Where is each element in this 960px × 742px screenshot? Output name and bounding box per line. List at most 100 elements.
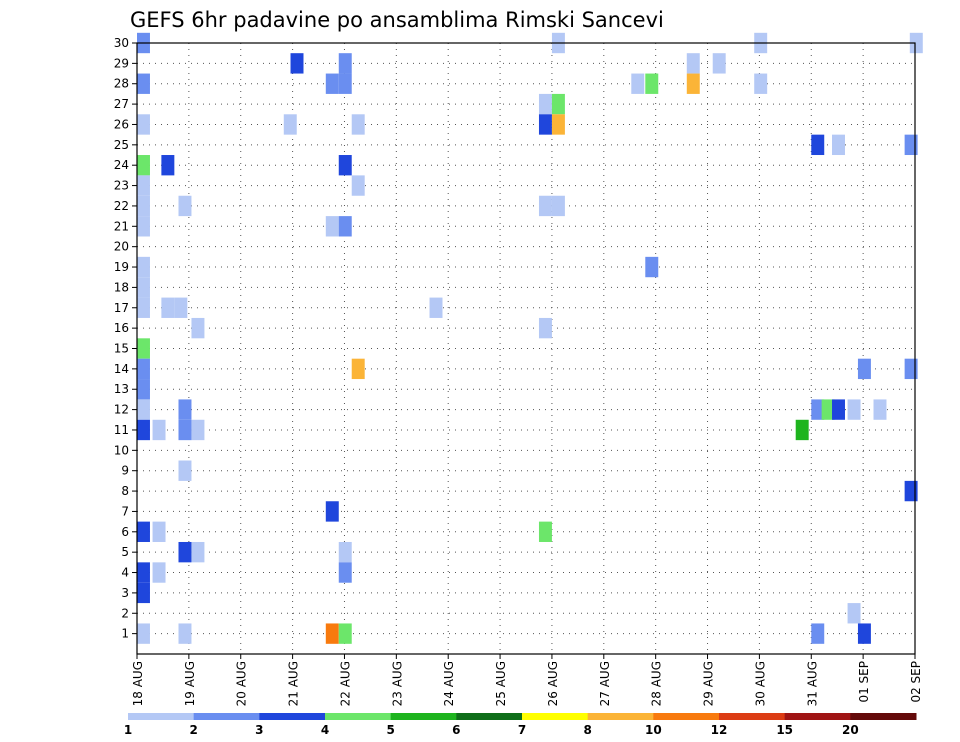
y-tick-label: 10 — [114, 443, 129, 457]
colorbar-segment — [719, 713, 786, 720]
colorbar-segment — [522, 713, 589, 720]
x-tick-label: 30 AUG — [753, 661, 767, 706]
y-tick-label: 6 — [121, 525, 129, 539]
precip-cell — [538, 521, 552, 542]
x-tick-label: 19 AUG — [183, 661, 197, 706]
precip-cell — [152, 562, 166, 583]
precip-cell — [325, 216, 339, 237]
precip-cell — [178, 541, 192, 563]
precip-cell — [178, 419, 192, 441]
y-tick-label: 28 — [114, 77, 129, 91]
y-tick-label: 30 — [114, 36, 129, 50]
y-tick-label: 17 — [114, 301, 129, 315]
x-tick-label: 27 AUG — [598, 661, 612, 706]
precip-cell — [137, 419, 150, 441]
colorbar-label: 10 — [645, 723, 662, 737]
colorbar-label: 20 — [842, 723, 859, 737]
x-tick-label: 21 AUG — [287, 661, 301, 706]
x-tick-label: 01 SEP — [857, 661, 871, 703]
precip-cell — [137, 73, 150, 94]
precip-cell — [137, 582, 150, 604]
y-tick-label: 20 — [114, 240, 129, 254]
colorbar-label: 8 — [583, 723, 591, 737]
precip-cell — [429, 297, 443, 318]
precip-cell — [137, 256, 150, 278]
colorbar-segment — [850, 713, 917, 720]
y-tick-label: 26 — [114, 117, 129, 131]
y-tick-label: 7 — [121, 504, 129, 518]
precip-cell — [538, 195, 552, 217]
colorbar-segment — [259, 713, 326, 720]
plot-frame — [136, 42, 916, 655]
precip-cell — [754, 73, 768, 94]
y-tick-label: 4 — [121, 566, 129, 580]
y-tick-label: 25 — [114, 138, 129, 152]
colorbar-segment — [193, 713, 260, 720]
y-tick-label: 29 — [114, 56, 129, 70]
x-tick-label: 25 AUG — [494, 661, 508, 706]
y-tick-label: 11 — [114, 423, 129, 437]
x-tick-label: 31 AUG — [805, 661, 819, 706]
x-tick-label: 23 AUG — [390, 661, 404, 706]
precip-cell — [137, 297, 150, 318]
colorbar-label: 4 — [321, 723, 329, 737]
precip-cell — [338, 216, 352, 237]
y-tick-label: 9 — [121, 464, 129, 478]
y-tick-label: 21 — [114, 219, 129, 233]
colorbar: 1 2 3 4 5 6 7 8 10 12 15 20 — [124, 713, 917, 737]
y-tick-label: 14 — [114, 362, 129, 376]
y-tick-label: 2 — [121, 606, 129, 620]
precip-cell — [811, 399, 825, 420]
precip-cell — [712, 53, 726, 74]
colorbar-label: 3 — [255, 723, 263, 737]
precip-cell — [857, 358, 871, 380]
precip-cell — [538, 317, 552, 339]
precip-cell — [904, 480, 918, 502]
precip-cell — [191, 419, 205, 441]
precip-cell — [137, 195, 150, 217]
precip-cell — [137, 399, 150, 420]
precip-cell — [832, 399, 845, 420]
y-tick-label: 19 — [114, 260, 129, 274]
y-tick-label: 15 — [114, 342, 129, 356]
chart-title: GEFS 6hr padavine po ansamblima Rimski S… — [130, 8, 664, 32]
y-tick-label: 22 — [114, 199, 129, 213]
colorbar-segment — [784, 713, 851, 720]
precip-cell — [551, 93, 565, 115]
precip-cell — [909, 32, 923, 54]
colorbar-label: 6 — [452, 723, 460, 737]
precip-cell — [904, 358, 918, 380]
colorbar-label: 1 — [124, 723, 132, 737]
precip-cell — [325, 623, 339, 644]
precip-cell — [811, 623, 825, 644]
precip-cell — [338, 155, 352, 176]
precip-cell — [686, 53, 700, 74]
grid-layer — [136, 42, 916, 654]
colorbar-label: 12 — [711, 723, 728, 737]
x-tick-label: 20 AUG — [235, 661, 249, 706]
precip-cell — [795, 419, 809, 441]
y-tick-label: 12 — [114, 403, 129, 417]
x-tick-label: 22 AUG — [338, 661, 352, 706]
colorbar-segment — [390, 713, 457, 720]
y-tick-label: 1 — [121, 627, 129, 641]
precip-cell — [137, 623, 150, 644]
precip-cell — [847, 603, 861, 624]
precip-cell — [645, 256, 659, 278]
precip-cell — [137, 562, 150, 583]
precip-cell — [137, 379, 150, 400]
precip-cell — [904, 134, 918, 156]
x-tick-label: 26 AUG — [546, 661, 560, 706]
precip-cell — [873, 399, 887, 420]
cells-layer — [137, 32, 923, 644]
y-tick-label: 13 — [114, 382, 129, 396]
precip-cell — [137, 338, 150, 359]
precip-cell — [137, 155, 150, 176]
precip-cell — [161, 297, 175, 318]
colorbar-label: 7 — [518, 723, 526, 737]
precip-cell — [551, 195, 565, 217]
precip-cell — [137, 358, 150, 380]
colorbar-segment — [325, 713, 392, 720]
precip-cell — [686, 73, 700, 94]
